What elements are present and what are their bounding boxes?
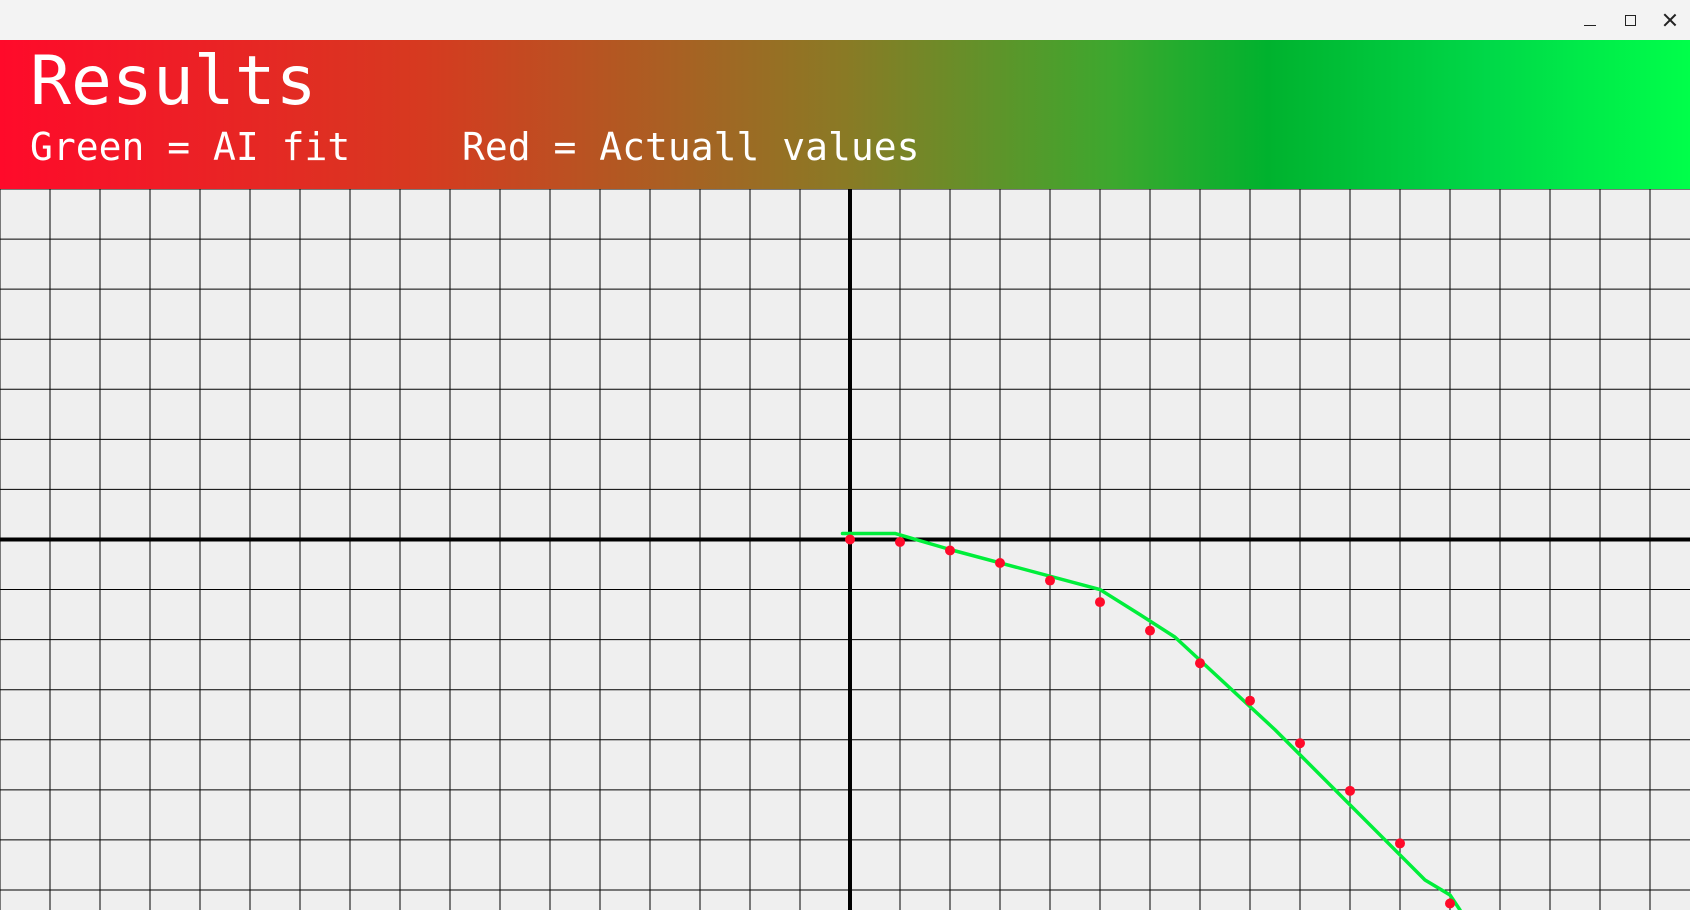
title-bar [0, 0, 1690, 40]
ai-fit-line [840, 531, 1462, 910]
actual-value-point [995, 558, 1005, 569]
actual-value-point [1245, 695, 1255, 706]
actual-value-point [1395, 838, 1405, 849]
legend-red-label: Red = Actuall values [462, 125, 920, 169]
actual-value-point [1295, 738, 1305, 749]
maximize-button[interactable] [1610, 0, 1650, 40]
actual-value-point [1345, 785, 1355, 796]
actual-value-point [1195, 658, 1205, 669]
actual-value-point [1445, 898, 1455, 909]
actual-value-point [845, 534, 855, 545]
actual-value-point [1045, 575, 1055, 586]
minimize-icon [1584, 24, 1596, 26]
results-header: Results Green = AI fit Red = Actuall val… [0, 40, 1690, 189]
close-icon [1663, 13, 1677, 27]
close-button[interactable] [1650, 0, 1690, 40]
actual-value-point [945, 545, 955, 556]
minimize-button[interactable] [1570, 0, 1610, 40]
actual-value-point [1145, 625, 1155, 636]
actual-value-point [1095, 597, 1105, 608]
actual-value-point [895, 536, 905, 547]
maximize-icon [1624, 14, 1636, 26]
results-chart [0, 189, 1690, 910]
legend-green-label: Green = AI fit [30, 125, 351, 169]
page-title: Results [30, 42, 317, 121]
plot-area [0, 189, 1690, 910]
